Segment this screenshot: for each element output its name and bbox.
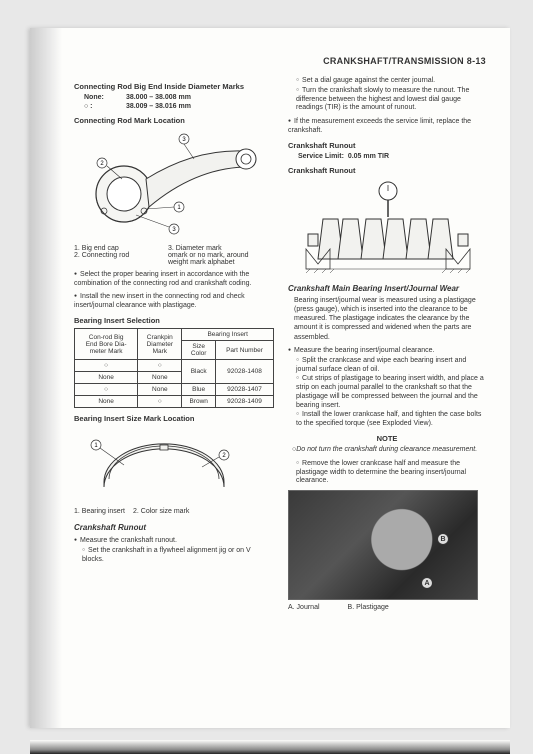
rod-label-row: 1. Big end cap 2. Connecting rod 3. Diam… (74, 245, 274, 266)
diameter-row-none: None: 38.000 – 38.008 mm (84, 94, 274, 101)
photo-label-b: B (437, 533, 449, 545)
table-row: ○○ Black92028-1408 (75, 360, 274, 372)
insert-labels: 1. Bearing insert 2. Color size mark (74, 508, 274, 515)
left-column: Connecting Rod Big End Inside Diameter M… (74, 76, 274, 614)
bullet-exceed-limit: If the measurement exceeds the service l… (288, 117, 486, 135)
right-column: Set a dial gauge against the center jour… (288, 76, 486, 614)
bullet-install-insert: Install the new insert in the connecting… (74, 292, 274, 310)
table-row: ○None Blue92028-1407 (75, 384, 274, 396)
bearing-insert-table: Con-rod BigEnd Bore Dia-meter Mark Crank… (74, 328, 274, 408)
title-crankshaft-runout-2: Crankshaft Runout (288, 166, 486, 175)
diameter-row-circle: ○ : 38.009 – 38.016 mm (84, 103, 274, 110)
note-label: NOTE (288, 434, 486, 443)
sub-dial-gauge: Set a dial gauge against the center jour… (296, 77, 486, 86)
table-row: None○ Brown92028-1409 (75, 396, 274, 408)
title-bearing-insert-selection: Bearing Insert Selection (74, 316, 274, 325)
note-body: ○Do not turn the crankshaft during clear… (292, 445, 482, 454)
bullet-measure-clearance: Measure the bearing insert/journal clear… (288, 346, 486, 355)
sub-split-crankcase: Split the crankcase and wipe each bearin… (296, 357, 486, 375)
sub-remove-lower: Remove the lower crankcase half and meas… (296, 460, 486, 486)
title-insert-size-mark: Bearing Insert Size Mark Location (74, 414, 274, 423)
title-crankshaft-runout-1: Crankshaft Runout (288, 141, 486, 150)
connecting-rod-diagram: 2 3 1 3 (74, 129, 274, 241)
photo-label-a: A (421, 577, 433, 589)
title-main-bearing-wear: Crankshaft Main Bearing Insert/Journal W… (288, 284, 486, 293)
bullet-select-insert: Select the proper bearing insert in acco… (74, 270, 274, 288)
sub-turn-crankshaft: Turn the crankshaft slowly to measure th… (296, 87, 486, 113)
sub-set-crankshaft: Set the crankshaft in a flywheel alignme… (82, 547, 274, 565)
bearing-insert-diagram: 1 2 (74, 427, 274, 504)
page-header: CRANKSHAFT/TRANSMISSION 8-13 (74, 56, 486, 66)
title-crankshaft-runout-left: Crankshaft Runout (74, 523, 274, 532)
crankshaft-runout-diagram (288, 179, 486, 276)
title-rod-mark-location: Connecting Rod Mark Location (74, 116, 274, 125)
photo-caption: A. Journal B. Plastigage (288, 604, 486, 611)
para-plastigage: Bearing insert/journal wear is measured … (294, 296, 486, 341)
sub-cut-strips: Cut strips of plastigage to bearing inse… (296, 375, 486, 410)
bullet-measure-runout: Measure the crankshaft runout. (74, 536, 274, 545)
title-connecting-rod-diameter: Connecting Rod Big End Inside Diameter M… (74, 82, 274, 91)
journal-plastigage-photo: B A (288, 490, 478, 600)
service-limit: Service Limit: 0.05 mm TIR (298, 153, 486, 160)
sub-install-lower: Install the lower crankcase half, and ti… (296, 411, 486, 429)
